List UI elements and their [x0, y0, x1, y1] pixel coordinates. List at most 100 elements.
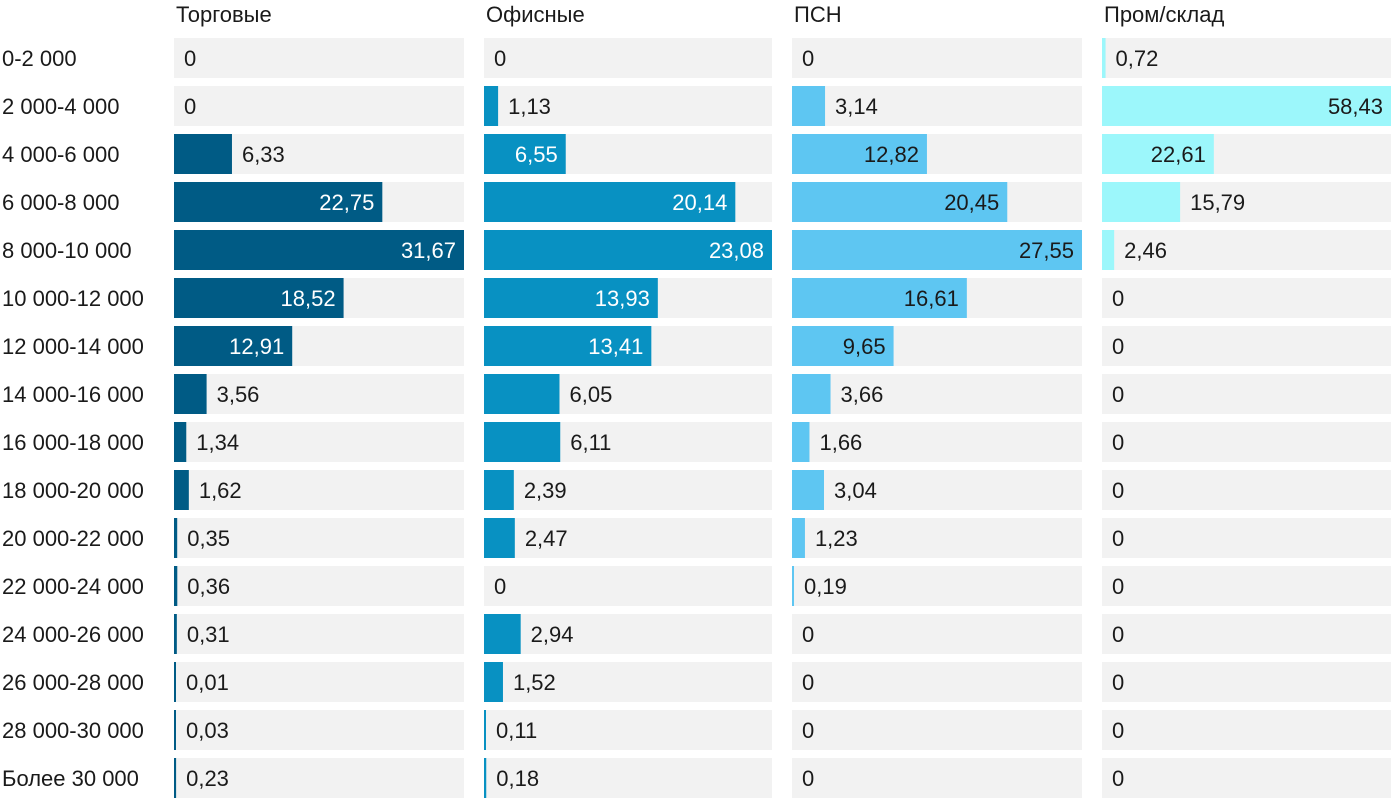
series-title-2: ПСН — [794, 2, 842, 27]
series-title-3: Пром/склад — [1104, 2, 1224, 27]
value-label-2-11: 0,19 — [804, 574, 847, 599]
value-label-2-2: 12,82 — [864, 142, 919, 167]
bar-track-1-1 — [484, 86, 772, 126]
bar-track-1-15 — [484, 758, 772, 798]
bar-3-2 — [1102, 134, 1214, 174]
bar-track-3-15 — [1102, 758, 1391, 798]
bar-track-1-13 — [484, 662, 772, 702]
value-label-1-3: 20,14 — [672, 190, 727, 215]
value-label-0-6: 12,91 — [229, 334, 284, 359]
bar-1-7 — [484, 374, 560, 414]
value-label-3-10: 0 — [1112, 526, 1124, 551]
bar-1-1 — [484, 86, 499, 126]
value-label-3-3: 15,79 — [1190, 190, 1245, 215]
bar-1-14 — [484, 710, 486, 750]
value-label-0-4: 31,67 — [401, 238, 456, 263]
value-label-2-6: 9,65 — [843, 334, 886, 359]
bar-2-6 — [792, 326, 894, 366]
value-label-1-2: 6,55 — [515, 142, 558, 167]
bar-track-1-14 — [484, 710, 772, 750]
bar-track-0-7 — [174, 374, 464, 414]
bar-track-3-4 — [1102, 230, 1391, 270]
value-label-1-0: 0 — [494, 46, 506, 71]
bar-0-14 — [174, 710, 176, 750]
category-label-2: 4 000-6 000 — [2, 142, 119, 167]
value-label-2-5: 16,61 — [904, 286, 959, 311]
bar-track-2-1 — [792, 86, 1082, 126]
value-label-1-1: 1,13 — [508, 94, 551, 119]
value-label-0-13: 0,01 — [186, 670, 229, 695]
bar-track-0-14 — [174, 710, 464, 750]
value-label-3-2: 22,61 — [1151, 142, 1206, 167]
value-label-2-14: 0 — [802, 718, 814, 743]
bar-track-2-11 — [792, 566, 1082, 606]
value-label-2-10: 1,23 — [815, 526, 858, 551]
bar-track-2-9 — [792, 470, 1082, 510]
bar-1-15 — [484, 758, 487, 798]
bar-0-3 — [174, 182, 383, 222]
value-label-0-2: 6,33 — [242, 142, 285, 167]
bar-1-5 — [484, 278, 658, 318]
bar-0-7 — [174, 374, 207, 414]
bar-track-0-11 — [174, 566, 464, 606]
bar-track-2-15 — [792, 758, 1082, 798]
value-label-1-15: 0,18 — [496, 766, 539, 791]
bar-1-12 — [484, 614, 521, 654]
bar-track-3-14 — [1102, 710, 1391, 750]
value-label-1-12: 2,94 — [531, 622, 574, 647]
bar-0-9 — [174, 470, 189, 510]
value-label-2-1: 3,14 — [835, 94, 878, 119]
value-label-0-15: 0,23 — [186, 766, 229, 791]
bar-track-0-8 — [174, 422, 464, 462]
bar-track-2-0 — [792, 38, 1082, 78]
bar-track-2-7 — [792, 374, 1082, 414]
category-label-4: 8 000-10 000 — [2, 238, 132, 263]
value-label-1-8: 6,11 — [570, 430, 611, 455]
value-label-2-13: 0 — [802, 670, 814, 695]
value-label-2-4: 27,55 — [1019, 238, 1074, 263]
bar-2-10 — [792, 518, 805, 558]
value-label-1-7: 6,05 — [569, 382, 612, 407]
value-label-1-9: 2,39 — [524, 478, 567, 503]
value-label-3-15: 0 — [1112, 766, 1124, 791]
bar-1-3 — [484, 182, 736, 222]
value-label-2-15: 0 — [802, 766, 814, 791]
category-label-5: 10 000-12 000 — [2, 286, 144, 311]
bar-track-0-1 — [174, 86, 464, 126]
bar-0-12 — [174, 614, 177, 654]
bar-track-3-11 — [1102, 566, 1391, 606]
bar-track-0-12 — [174, 614, 464, 654]
bar-1-8 — [484, 422, 561, 462]
series-title-0: Торговые — [176, 2, 272, 27]
value-label-0-0: 0 — [184, 46, 196, 71]
value-label-3-4: 2,46 — [1124, 238, 1167, 263]
bar-0-8 — [174, 422, 187, 462]
bar-1-13 — [484, 662, 503, 702]
bar-0-15 — [174, 758, 177, 798]
bar-track-0-0 — [174, 38, 464, 78]
bar-0-2 — [174, 134, 232, 174]
value-label-2-12: 0 — [802, 622, 814, 647]
bar-track-3-5 — [1102, 278, 1391, 318]
bar-3-4 — [1102, 230, 1115, 270]
bar-track-3-7 — [1102, 374, 1391, 414]
value-label-3-7: 0 — [1112, 382, 1124, 407]
value-label-2-3: 20,45 — [944, 190, 999, 215]
bar-0-11 — [174, 566, 178, 606]
value-label-1-10: 2,47 — [525, 526, 568, 551]
bar-1-2 — [484, 134, 566, 174]
bar-track-1-9 — [484, 470, 772, 510]
bar-track-2-12 — [792, 614, 1082, 654]
value-label-2-8: 1,66 — [819, 430, 862, 455]
bar-track-1-10 — [484, 518, 772, 558]
value-label-0-7: 3,56 — [217, 382, 260, 407]
category-label-8: 16 000-18 000 — [2, 430, 144, 455]
value-label-3-1: 58,43 — [1328, 94, 1383, 119]
value-label-0-11: 0,36 — [187, 574, 230, 599]
bar-1-9 — [484, 470, 514, 510]
bar-track-1-12 — [484, 614, 772, 654]
value-label-3-13: 0 — [1112, 670, 1124, 695]
value-label-0-8: 1,34 — [196, 430, 239, 455]
series-title-1: Офисные — [486, 2, 585, 27]
bar-2-3 — [792, 182, 1008, 222]
